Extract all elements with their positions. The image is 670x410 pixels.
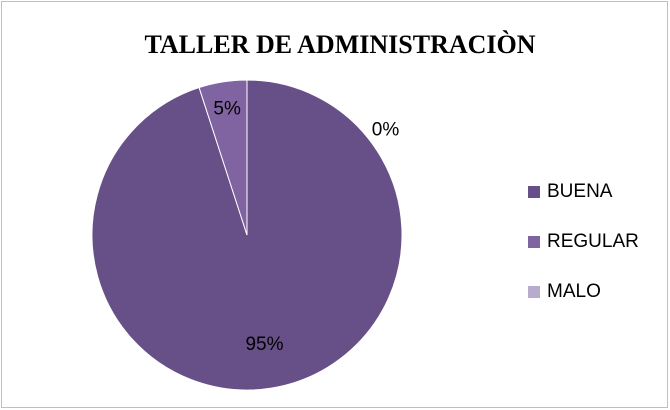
legend-swatch [528,186,540,198]
data-label: 0% [372,119,400,140]
data-label: 5% [213,98,241,119]
data-label: 95% [245,334,283,355]
legend-label: BUENA [547,181,613,202]
legend-swatch [528,236,540,248]
legend-label: MALO [547,281,601,302]
legend-label: REGULAR [547,231,639,252]
chart-title: TALLER DE ADMINISTRACIÒN [144,30,535,59]
legend-swatch [528,286,540,298]
